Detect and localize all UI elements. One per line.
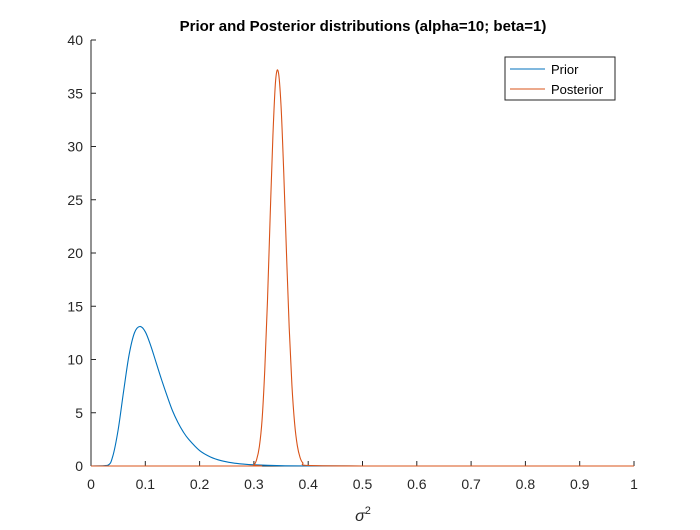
- legend-label-prior: Prior: [551, 62, 579, 77]
- y-tick-label: 30: [67, 139, 83, 155]
- x-tick-label: 0.2: [190, 476, 210, 492]
- y-tick-label: 15: [67, 298, 83, 314]
- x-tick-label: 0.1: [136, 476, 156, 492]
- x-tick-label: 0.8: [516, 476, 536, 492]
- legend: Prior Posterior: [504, 56, 616, 101]
- y-tick-label: 20: [67, 245, 83, 261]
- series-line-posterior: [91, 69, 634, 467]
- x-tick-label: 0.3: [244, 476, 264, 492]
- y-tick-label: 10: [67, 352, 83, 368]
- y-tick-label: 5: [75, 405, 83, 421]
- x-tick-label: 0.9: [570, 476, 590, 492]
- legend-box: [504, 56, 616, 101]
- x-tick-label: 1: [630, 476, 638, 492]
- y-tick-label: 25: [67, 192, 83, 208]
- y-tick-label: 40: [67, 32, 83, 48]
- series-line-prior: [90, 325, 634, 467]
- series-layer: [90, 69, 634, 467]
- x-tick-label: 0: [87, 476, 95, 492]
- y-tick-label: 35: [67, 85, 83, 101]
- x-tick-label: 0.7: [461, 476, 481, 492]
- x-tick-label: 0.6: [407, 476, 427, 492]
- chart-title: Prior and Posterior distributions (alpha…: [180, 18, 547, 35]
- legend-label-posterior: Posterior: [551, 82, 604, 97]
- x-tick-label: 0.4: [298, 476, 318, 492]
- x-axis-label-superscript: 2: [365, 505, 371, 517]
- y-tick-label: 0: [75, 458, 83, 474]
- x-axis-label: σ2: [355, 505, 371, 525]
- axes: 0 0.1 0.2 0.3 0.4 0.5 0.6 0.7 0.8 0.9 105101520253…: [67, 32, 638, 492]
- x-axis-label-base: σ: [355, 508, 366, 525]
- x-tick-label: 0.5: [353, 476, 373, 492]
